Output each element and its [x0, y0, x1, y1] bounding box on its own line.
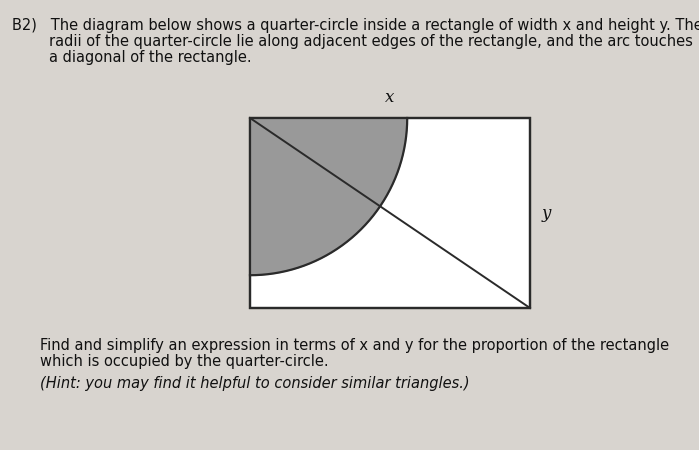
Text: radii of the quarter-circle lie along adjacent edges of the rectangle, and the a: radii of the quarter-circle lie along ad…	[12, 34, 693, 49]
Text: a diagonal of the rectangle.: a diagonal of the rectangle.	[12, 50, 252, 65]
Text: which is occupied by the quarter-circle.: which is occupied by the quarter-circle.	[40, 354, 329, 369]
Bar	[250, 118, 530, 308]
Bar	[250, 118, 530, 308]
Text: x: x	[385, 89, 395, 106]
Text: B2)   The diagram below shows a quarter-circle inside a rectangle of width x and: B2) The diagram below shows a quarter-ci…	[12, 18, 699, 33]
Text: y: y	[542, 204, 552, 221]
Text: (Hint: you may find it helpful to consider similar triangles.): (Hint: you may find it helpful to consid…	[40, 376, 470, 391]
Polygon shape	[250, 118, 408, 275]
Text: Find and simplify an expression in terms of x and y for the proportion of the re: Find and simplify an expression in terms…	[40, 338, 669, 353]
